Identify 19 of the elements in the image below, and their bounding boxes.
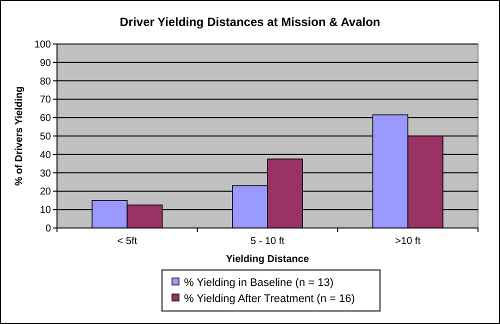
legend-label: % Yielding in Baseline (n = 13): [184, 276, 334, 289]
x-tick-label: < 5ft: [117, 236, 138, 247]
y-tick-label: 100: [34, 40, 52, 50]
y-tick-label: 10: [40, 205, 52, 216]
y-tick-label: 20: [40, 186, 52, 198]
y-tick-label: 30: [40, 168, 52, 180]
x-axis-title: Yielding Distance: [226, 254, 310, 265]
x-tick-label: 5 - 10 ft: [250, 236, 285, 247]
y-tick-label: 0: [45, 224, 52, 234]
y-tick-label: 80: [40, 76, 52, 88]
y-tick-label: 40: [40, 150, 52, 161]
legend-label: % Yielding After Treatment (n = 16): [184, 292, 355, 305]
y-tick-label: 90: [40, 58, 52, 69]
y-axis-title: % of Drivers Yielding: [14, 86, 25, 186]
chart-title: Driver Yielding Distances at Mission & Avalon: [120, 15, 380, 29]
y-tick-label: 70: [40, 94, 52, 106]
y-tick-label: 50: [40, 132, 52, 142]
x-tick-label: >10 ft: [395, 236, 421, 247]
y-tick-label: 60: [40, 113, 52, 124]
